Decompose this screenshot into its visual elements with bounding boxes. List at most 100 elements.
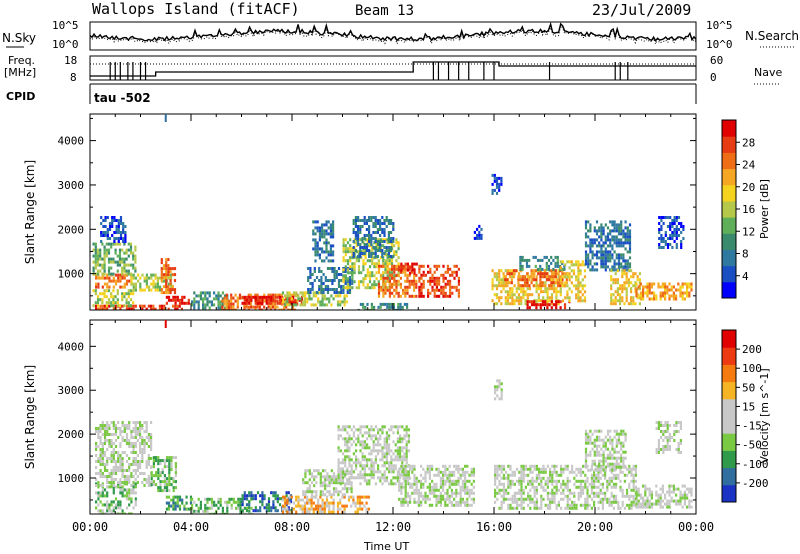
data-cell <box>107 266 111 270</box>
data-cell <box>648 291 651 295</box>
data-cell <box>550 255 553 259</box>
data-cell <box>415 285 418 289</box>
data-cell <box>125 269 128 273</box>
data-cell <box>368 446 371 450</box>
data-cell <box>636 287 639 291</box>
data-cell <box>311 285 314 288</box>
data-cell <box>228 497 231 501</box>
data-cell <box>221 512 224 514</box>
data-cell <box>610 491 613 495</box>
data-cell <box>230 293 233 297</box>
data-cell <box>267 305 270 309</box>
data-cell <box>383 240 386 243</box>
data-cell <box>318 226 321 230</box>
data-cell <box>529 500 532 504</box>
data-cell <box>374 216 377 219</box>
data-cell <box>564 284 567 288</box>
data-cell <box>570 281 573 285</box>
data-cell <box>620 226 623 230</box>
data-cell <box>626 250 629 254</box>
data-cell <box>332 490 336 494</box>
data-cell <box>357 476 360 480</box>
data-cell <box>500 296 503 300</box>
data-cell <box>621 272 624 276</box>
data-cell <box>352 434 355 438</box>
data-cell <box>386 259 389 263</box>
data-cell <box>274 295 277 299</box>
data-cell <box>232 500 235 504</box>
data-cell <box>324 475 327 479</box>
data-cell <box>348 476 351 480</box>
data-cell <box>297 294 300 298</box>
data-cell <box>612 473 615 477</box>
data-cell <box>332 226 335 230</box>
data-cell <box>308 510 311 514</box>
data-cell <box>287 491 290 495</box>
data-cell <box>316 241 319 245</box>
data-cell <box>381 458 384 462</box>
data-cell <box>130 442 133 445</box>
data-cell <box>221 509 224 513</box>
data-cell <box>624 226 627 230</box>
data-cell <box>112 301 115 305</box>
data-cell <box>593 491 596 495</box>
data-cell <box>117 454 120 457</box>
data-cell <box>531 476 534 480</box>
data-cell <box>579 491 582 495</box>
data-cell <box>290 297 293 301</box>
data-cell <box>230 308 233 310</box>
data-cell <box>269 293 272 297</box>
data-cell <box>337 473 340 477</box>
data-cell <box>374 225 377 228</box>
data-cell <box>450 470 453 474</box>
data-cell <box>433 494 436 498</box>
data-cell <box>566 275 569 279</box>
data-cell <box>388 446 391 450</box>
data-cell <box>270 506 273 510</box>
data-cell <box>415 485 418 489</box>
data-cell <box>606 464 609 468</box>
data-cell <box>352 255 355 258</box>
data-cell <box>382 244 385 248</box>
data-cell <box>377 288 381 292</box>
data-cell <box>677 282 680 286</box>
data-cell <box>532 255 535 259</box>
data-cell <box>601 482 604 486</box>
data-cell <box>388 271 391 275</box>
data-cell <box>106 469 109 472</box>
data-cell <box>159 474 162 478</box>
data-cell <box>435 285 438 289</box>
data-cell <box>522 488 525 492</box>
data-cell <box>267 497 271 501</box>
data-cell <box>374 425 377 429</box>
data-cell <box>333 279 336 282</box>
data-cell <box>160 273 163 277</box>
data-cell <box>429 276 432 280</box>
data-cell <box>470 491 473 495</box>
data-cell <box>575 278 578 282</box>
data-cell <box>642 291 645 295</box>
data-cell <box>435 473 438 477</box>
data-cell <box>496 491 499 495</box>
data-cell <box>169 279 172 283</box>
data-cell <box>110 503 113 507</box>
data-cell <box>249 302 253 306</box>
data-cell <box>673 234 676 237</box>
data-cell <box>284 498 287 502</box>
data-cell <box>202 306 205 310</box>
data-cell <box>559 300 562 304</box>
data-cell <box>455 285 458 289</box>
data-cell <box>106 307 109 310</box>
data-cell <box>123 488 126 492</box>
data-cell <box>384 282 387 286</box>
data-cell <box>396 479 399 483</box>
data-cell <box>451 273 454 277</box>
data-cell <box>159 480 162 484</box>
data-cell <box>176 495 179 499</box>
data-cell <box>403 437 406 441</box>
data-cell <box>555 296 558 300</box>
data-cell <box>568 488 571 492</box>
data-cell <box>295 510 298 514</box>
data-cell <box>494 479 497 483</box>
data-cell <box>370 464 373 468</box>
